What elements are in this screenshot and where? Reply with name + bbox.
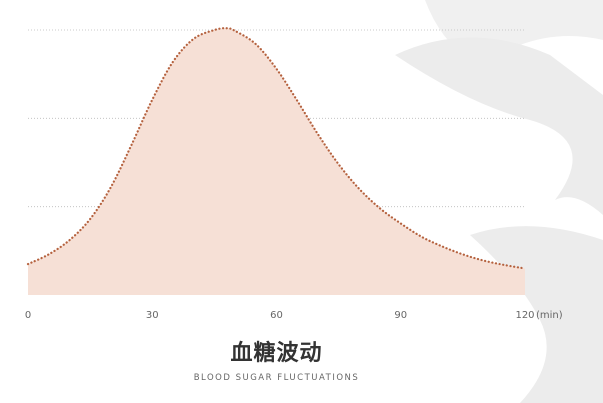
chart-title: 血糖波动 (230, 341, 323, 366)
series-line (26, 27, 527, 270)
grid-layer (28, 29, 525, 208)
x-axis-ticks: 0 30 60 90 120 (min) (25, 310, 563, 321)
x-tick-label-60: 60 (270, 310, 283, 321)
x-tick-label-90: 90 (394, 310, 407, 321)
x-tick-label-0: 0 (25, 310, 31, 321)
x-tick-label-120: 120 (515, 310, 534, 321)
x-axis-unit: (min) (536, 310, 563, 321)
watermark-brush-right (395, 37, 603, 215)
area-fill (28, 28, 525, 296)
watermark-brush-bottom (470, 226, 603, 403)
x-tick-label-30: 30 (146, 310, 159, 321)
chart-subtitle: BLOOD SUGAR FLUCTUATIONS (193, 373, 360, 383)
blood-sugar-chart: 0 30 60 90 120 (min) (25, 27, 563, 321)
